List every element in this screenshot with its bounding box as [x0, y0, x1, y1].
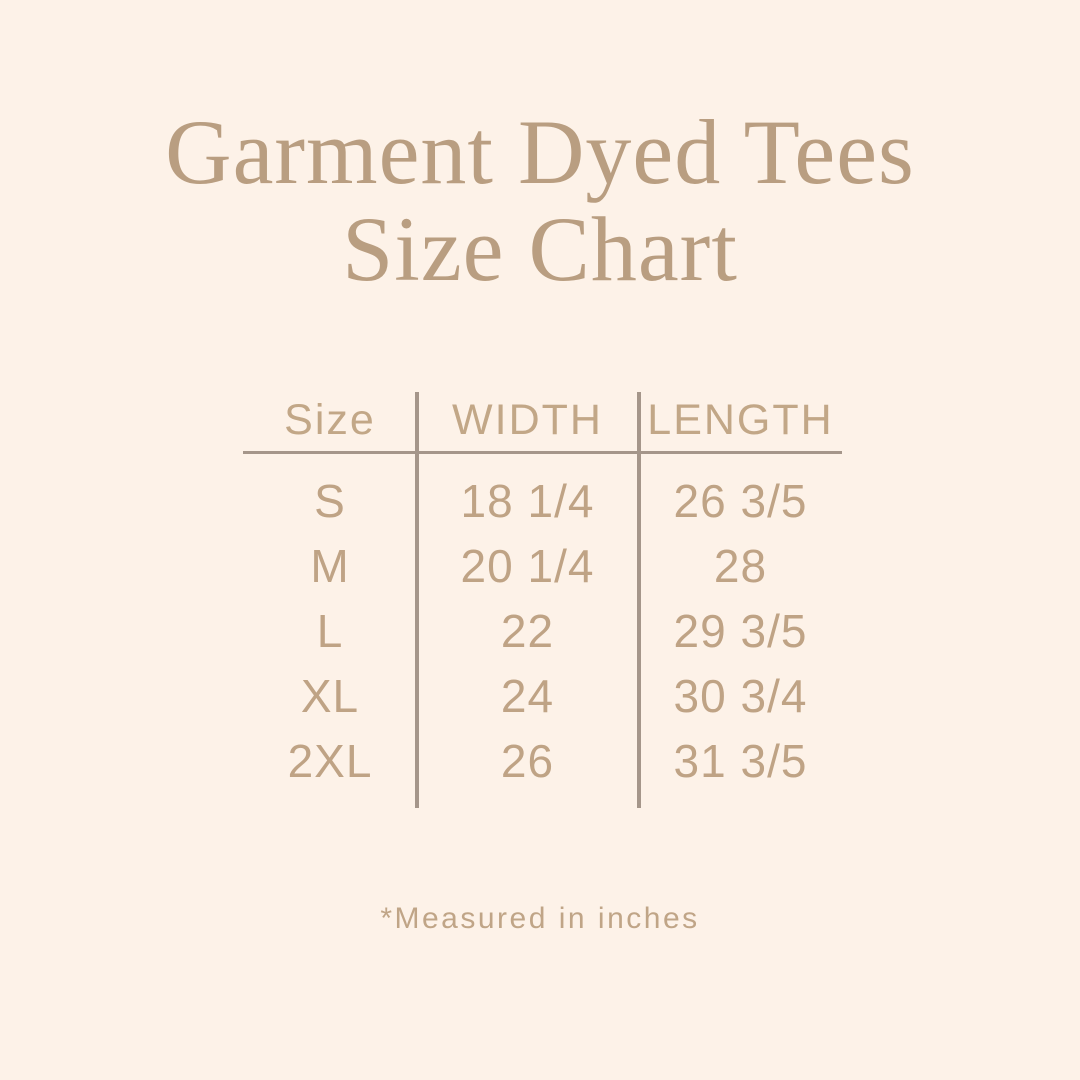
- table-row-xl: XL 24 30 3/4: [243, 664, 843, 729]
- title-line-1: Garment Dyed Tees: [165, 101, 915, 203]
- header-cell-length: LENGTH: [647, 396, 834, 444]
- cell-width: 24: [500, 670, 555, 722]
- table-row-2xl: 2XL 26 31 3/5: [243, 729, 843, 794]
- cell-width: 18 1/4: [460, 475, 595, 527]
- header-underline: [243, 451, 842, 454]
- cell-size: M: [310, 540, 350, 592]
- cell-size: L: [316, 605, 344, 657]
- column-divider-1: [415, 392, 419, 808]
- cell-length: 28: [713, 540, 768, 592]
- cell-length: 26 3/5: [673, 475, 808, 527]
- table-body: S 18 1/4 26 3/5 M 20 1/4 28 L 22 29 3/5 …: [243, 469, 843, 794]
- header-cell-width: WIDTH: [452, 396, 603, 444]
- table-row-m: M 20 1/4 28: [243, 534, 843, 599]
- cell-size: S: [314, 475, 346, 527]
- table-row-l: L 22 29 3/5: [243, 599, 843, 664]
- cell-size: 2XL: [287, 735, 373, 787]
- table-header-row: Size WIDTH LENGTH: [243, 392, 843, 454]
- size-table: Size WIDTH LENGTH S 18 1/4 26 3/5 M 20 1…: [243, 392, 843, 812]
- cell-length: 30 3/4: [673, 670, 808, 722]
- cell-width: 22: [500, 605, 555, 657]
- footnote: *Measured in inches: [380, 902, 700, 935]
- title-line-2: Size Chart: [342, 198, 738, 300]
- header-cell-size: Size: [284, 396, 376, 444]
- column-divider-2: [637, 392, 641, 808]
- table-row-s: S 18 1/4 26 3/5: [243, 469, 843, 534]
- cell-size: XL: [300, 670, 360, 722]
- cell-width: 20 1/4: [460, 540, 595, 592]
- cell-width: 26: [500, 735, 555, 787]
- page-title: Garment Dyed Tees Size Chart: [0, 104, 1080, 298]
- cell-length: 29 3/5: [673, 605, 808, 657]
- cell-length: 31 3/5: [673, 735, 808, 787]
